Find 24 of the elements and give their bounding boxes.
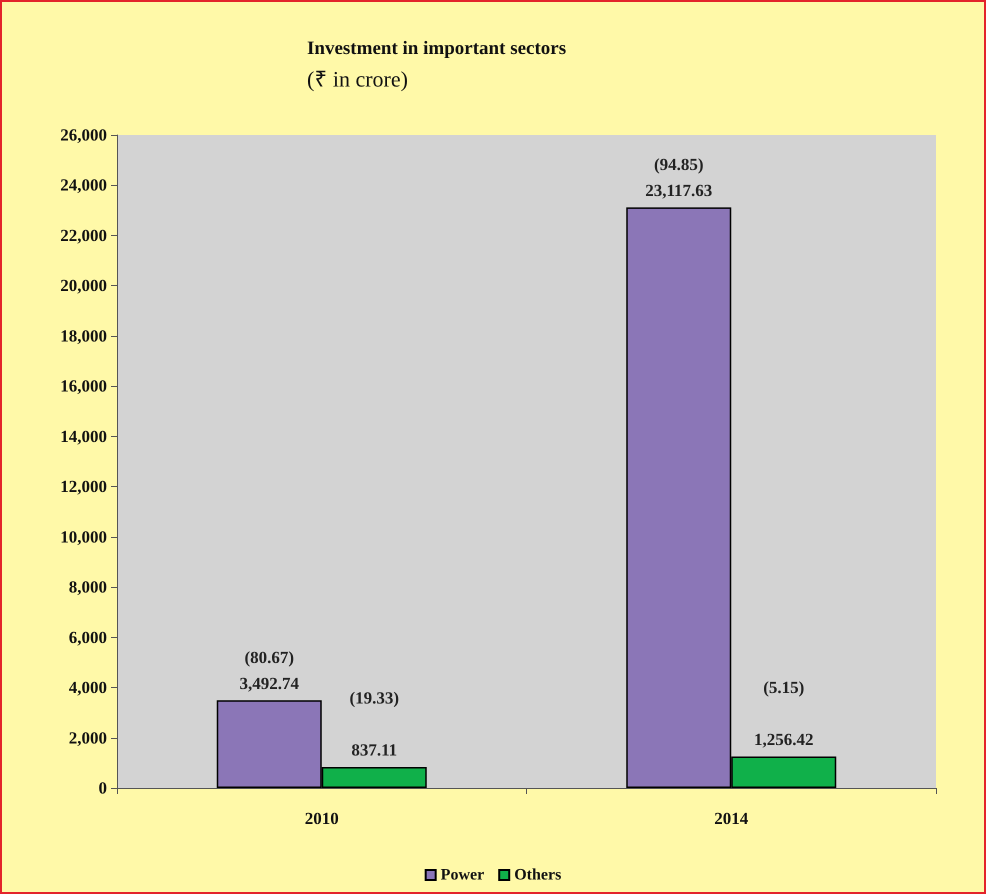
x-tick-label: 2014 bbox=[714, 809, 749, 828]
y-tick-label: 24,000 bbox=[60, 176, 107, 195]
text: (19.33) 837.11 bbox=[349, 688, 400, 760]
y-tick-label: 14,000 bbox=[60, 426, 107, 446]
y-tick-label: 0 bbox=[98, 778, 107, 798]
y-tick-label: 22,000 bbox=[60, 226, 107, 245]
y-tick-label: 18,000 bbox=[60, 326, 107, 346]
y-tick-label: 4,000 bbox=[68, 678, 107, 698]
data-label: (94.85) 23,117.63 bbox=[645, 154, 712, 200]
chart-title: Investment in important sectors bbox=[307, 38, 566, 59]
y-tick-label: 16,000 bbox=[60, 376, 107, 396]
text: (5.15) 1,256.42 bbox=[754, 678, 814, 749]
y-tick-label: 12,000 bbox=[60, 477, 107, 496]
chart-subtitle: (₹ in crore) bbox=[307, 66, 408, 92]
y-tick-label: 26,000 bbox=[60, 126, 107, 144]
y-tick-label: 6,000 bbox=[68, 628, 107, 647]
y-tick-label: 8,000 bbox=[68, 578, 107, 597]
data-label: (80.67) 3,492.74 bbox=[240, 648, 300, 693]
y-tick-label: 20,000 bbox=[60, 276, 107, 296]
legend-label: Others bbox=[514, 866, 562, 884]
y-tick-label: 2,000 bbox=[68, 728, 107, 748]
y-tick-label: 10,000 bbox=[60, 527, 107, 546]
legend-label: Power bbox=[440, 866, 484, 884]
x-tick-label: 2010 bbox=[304, 809, 339, 828]
